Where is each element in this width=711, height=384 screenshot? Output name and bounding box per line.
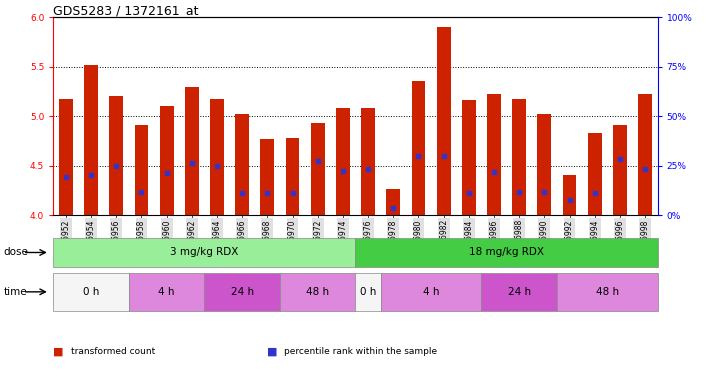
Bar xyxy=(84,65,98,215)
Text: percentile rank within the sample: percentile rank within the sample xyxy=(284,347,437,356)
Bar xyxy=(538,114,551,215)
Text: dose: dose xyxy=(4,247,28,258)
Bar xyxy=(286,138,299,215)
Text: 24 h: 24 h xyxy=(230,287,254,297)
Bar xyxy=(588,133,602,215)
Bar xyxy=(361,108,375,215)
Bar xyxy=(260,139,274,215)
Bar xyxy=(562,175,577,215)
Bar xyxy=(512,99,526,215)
Bar xyxy=(481,273,557,311)
Text: 18 mg/kg RDX: 18 mg/kg RDX xyxy=(469,247,544,258)
Text: 48 h: 48 h xyxy=(306,287,329,297)
Bar xyxy=(380,273,481,311)
Bar xyxy=(356,238,658,267)
Bar xyxy=(205,273,280,311)
Bar xyxy=(109,96,123,215)
Text: 4 h: 4 h xyxy=(159,287,175,297)
Text: 0 h: 0 h xyxy=(83,287,100,297)
Text: 4 h: 4 h xyxy=(423,287,439,297)
Text: ■: ■ xyxy=(267,346,277,356)
Bar xyxy=(487,94,501,215)
Bar xyxy=(412,81,425,215)
Bar xyxy=(462,100,476,215)
Bar xyxy=(185,88,199,215)
Bar xyxy=(356,273,380,311)
Bar xyxy=(386,189,400,215)
Bar xyxy=(210,99,224,215)
Bar xyxy=(160,106,173,215)
Bar xyxy=(437,27,451,215)
Bar xyxy=(134,125,149,215)
Bar xyxy=(638,94,652,215)
Bar xyxy=(53,273,129,311)
Bar xyxy=(53,238,356,267)
Bar xyxy=(235,114,249,215)
Text: 24 h: 24 h xyxy=(508,287,530,297)
Bar xyxy=(336,108,350,215)
Bar xyxy=(280,273,356,311)
Text: GDS5283 / 1372161_at: GDS5283 / 1372161_at xyxy=(53,4,199,17)
Text: transformed count: transformed count xyxy=(71,347,155,356)
Bar xyxy=(557,273,658,311)
Text: 0 h: 0 h xyxy=(360,287,376,297)
Text: 3 mg/kg RDX: 3 mg/kg RDX xyxy=(170,247,239,258)
Bar xyxy=(129,273,205,311)
Bar xyxy=(59,99,73,215)
Bar xyxy=(311,123,325,215)
Text: time: time xyxy=(4,287,27,297)
Bar xyxy=(613,125,627,215)
Text: ■: ■ xyxy=(53,346,64,356)
Text: 48 h: 48 h xyxy=(596,287,619,297)
